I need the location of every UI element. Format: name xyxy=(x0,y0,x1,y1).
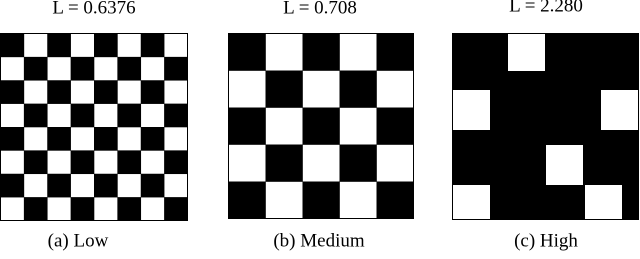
black-cell xyxy=(0,33,25,58)
panel-caption: (c) High xyxy=(514,230,578,251)
black-cell xyxy=(164,56,188,81)
black-cell xyxy=(0,80,25,104)
white-cell xyxy=(453,185,490,219)
black-cell xyxy=(265,70,303,108)
black-cell xyxy=(23,150,48,175)
black-cell xyxy=(228,181,266,219)
checkerboard-low xyxy=(0,33,188,221)
black-cell xyxy=(70,103,95,128)
pattern-high xyxy=(452,33,639,220)
panel-caption: (a) Low xyxy=(48,230,109,251)
black-cell xyxy=(228,33,266,71)
black-cell xyxy=(0,127,25,151)
panel-title: L = 2.280 xyxy=(509,0,583,16)
black-cell xyxy=(265,144,303,182)
black-cell xyxy=(23,103,48,128)
black-cell xyxy=(70,150,95,175)
black-cell xyxy=(302,107,340,145)
black-cell xyxy=(47,173,71,198)
black-cell xyxy=(140,80,165,104)
black-cell xyxy=(47,80,71,104)
black-cell xyxy=(376,107,414,145)
black-cell xyxy=(140,127,165,151)
black-cell xyxy=(117,103,142,128)
black-cell xyxy=(164,150,188,175)
black-cell xyxy=(70,56,95,81)
black-cell xyxy=(23,56,48,81)
black-cell xyxy=(117,56,142,81)
white-cell xyxy=(601,90,638,130)
panel-title: L = 0.708 xyxy=(283,0,357,18)
black-cell xyxy=(376,33,414,71)
black-cell xyxy=(70,197,95,221)
black-cell xyxy=(228,107,266,145)
white-cell xyxy=(508,34,545,71)
checkerboard-medium xyxy=(228,33,414,219)
white-cell xyxy=(453,90,490,130)
black-cell xyxy=(94,80,118,104)
black-cell xyxy=(94,173,118,198)
black-cell xyxy=(117,150,142,175)
white-cell xyxy=(585,185,622,219)
panel-title: L = 0.6376 xyxy=(52,0,135,18)
black-cell xyxy=(376,181,414,219)
white-cell xyxy=(546,145,583,185)
black-cell xyxy=(164,197,188,221)
black-cell xyxy=(0,173,25,198)
black-cell xyxy=(302,33,340,71)
black-cell xyxy=(94,33,118,58)
black-cell xyxy=(302,181,340,219)
black-cell xyxy=(117,197,142,221)
black-cell xyxy=(47,33,71,58)
black-cell xyxy=(94,127,118,151)
black-cell xyxy=(47,127,71,151)
black-cell xyxy=(23,197,48,221)
black-cell xyxy=(339,70,377,108)
black-cell xyxy=(164,103,188,128)
black-cell xyxy=(140,173,165,198)
black-cell xyxy=(339,144,377,182)
black-cell xyxy=(140,33,165,58)
panel-caption: (b) Medium xyxy=(273,230,365,251)
